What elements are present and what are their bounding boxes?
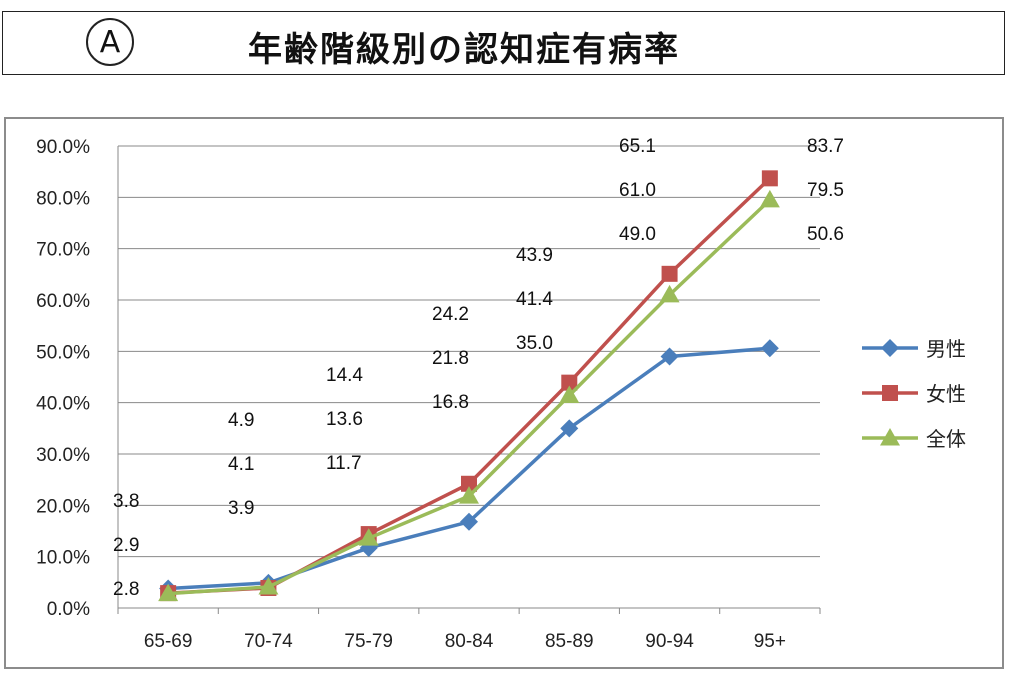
data-point-0	[660, 347, 679, 366]
data-label: 79.5	[807, 180, 844, 201]
x-tick-label: 65-69	[144, 631, 193, 652]
data-point-2	[659, 284, 680, 303]
data-label: 13.6	[326, 409, 363, 430]
series-line-1	[168, 177, 772, 595]
legend-marker-0	[881, 339, 899, 357]
axis-layer: 0.0% 10.0% 20.0% 30.0% 40.0% 50.0% 60.0% 70.0% 8…	[36, 137, 821, 652]
data-label: 4.1	[228, 454, 254, 475]
series-line-0	[168, 346, 770, 591]
x-tick-label: 85-89	[545, 631, 594, 652]
chart-frame	[4, 117, 1004, 669]
data-label: 16.8	[432, 392, 469, 413]
data-label-layer: 3.8 2.9 2.8 4.9 4.1 3.9 14.4 13.6 11.7 24.2 21.8 16…	[113, 136, 844, 600]
x-tick-label: 80-84	[445, 631, 494, 652]
legend-marker-2	[880, 428, 900, 446]
title-box: A 年齢階級別の認知症有病率	[2, 11, 1005, 75]
data-point-1	[661, 265, 678, 282]
data-label: 65.1	[619, 136, 656, 157]
y-tick-label: 40.0%	[36, 394, 90, 415]
data-point-2	[459, 486, 479, 504]
data-point-0	[760, 339, 779, 358]
y-tick-label: 90.0%	[36, 137, 90, 158]
data-label: 61.0	[619, 180, 656, 201]
legend-marker-1	[882, 385, 898, 401]
data-label: 4.9	[228, 410, 254, 431]
data-label: 3.8	[113, 491, 139, 512]
data-label: 11.7	[326, 453, 362, 474]
x-tick-label: 90-94	[645, 631, 694, 652]
data-label: 3.9	[228, 498, 254, 519]
data-label: 24.2	[432, 304, 469, 325]
title-badge: A	[86, 18, 134, 66]
y-tick-label: 70.0%	[36, 240, 90, 261]
data-label: 21.8	[432, 348, 469, 369]
data-point-1	[761, 170, 778, 187]
data-point-2	[358, 528, 379, 546]
y-tick-label: 0.0%	[47, 599, 90, 620]
series-line-2	[168, 198, 772, 596]
data-point-2	[158, 583, 179, 602]
x-tick-label: 95+	[754, 631, 786, 652]
data-point-1	[561, 374, 578, 391]
y-tick-label: 50.0%	[36, 342, 90, 363]
legend-label-2: 全体	[926, 427, 966, 451]
x-tick-label: 70-74	[244, 631, 293, 652]
y-tick-label: 10.0%	[36, 548, 90, 569]
data-point-2	[759, 189, 780, 208]
data-point-2	[559, 385, 580, 403]
data-label: 43.9	[516, 245, 553, 266]
legend-label-1: 女性	[926, 382, 966, 406]
data-label: 83.7	[807, 136, 844, 157]
y-tick-label: 20.0%	[36, 496, 90, 517]
data-point-0	[560, 419, 579, 438]
page-title: 年齢階級別の認知症有病率	[248, 30, 680, 70]
data-label: 50.6	[807, 224, 844, 245]
data-label: 41.4	[516, 289, 553, 310]
data-point-1	[461, 475, 477, 492]
data-label: 49.0	[619, 224, 656, 245]
y-tick-label: 30.0%	[36, 445, 90, 466]
series-layer	[158, 170, 780, 602]
x-tick-label: 75-79	[344, 631, 393, 652]
data-label: 14.4	[326, 365, 363, 386]
data-label: 35.0	[516, 333, 553, 354]
data-point-0	[460, 512, 478, 531]
grid-layer	[118, 145, 820, 609]
data-point-2	[258, 576, 279, 595]
y-tick-label: 60.0%	[36, 291, 90, 312]
legend-label-0: 男性	[926, 337, 966, 361]
data-label: 2.9	[113, 535, 139, 556]
y-tick-label: 80.0%	[36, 188, 90, 209]
data-label: 2.8	[113, 579, 139, 600]
